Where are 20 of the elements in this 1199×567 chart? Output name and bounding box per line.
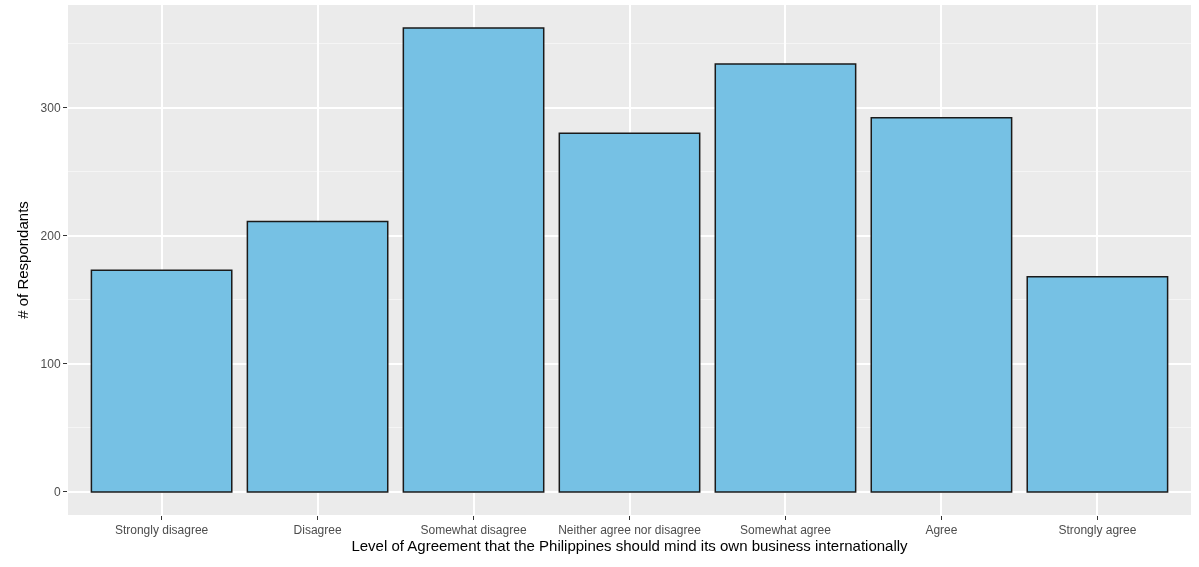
y-tick-label: 0 (53, 485, 61, 500)
y-axis-title: # of Respondants (13, 201, 31, 319)
bar (714, 63, 857, 493)
x-tick-label: Disagree (293, 523, 342, 538)
x-tick-label: Agree (925, 523, 958, 538)
x-axis-title: Level of Agreement that the Philippines should mind its own business internationally (351, 537, 909, 555)
bar (402, 27, 545, 493)
x-tick-label: Somewhat agree (740, 523, 832, 538)
x-tick-label: Neither agree nor disagree (558, 523, 702, 538)
y-tick-label: 200 (40, 228, 61, 243)
y-tick-label: 300 (40, 100, 61, 115)
bar (870, 117, 1013, 493)
x-tick-label: Strongly disagree (114, 523, 209, 538)
bar (558, 132, 701, 493)
bar (246, 220, 389, 493)
y-tick-label: 100 (40, 356, 61, 371)
x-tick-label: Strongly agree (1058, 523, 1137, 538)
x-tick-label: Somewhat disagree (420, 523, 527, 538)
bar (1026, 275, 1169, 493)
bar (90, 269, 233, 493)
